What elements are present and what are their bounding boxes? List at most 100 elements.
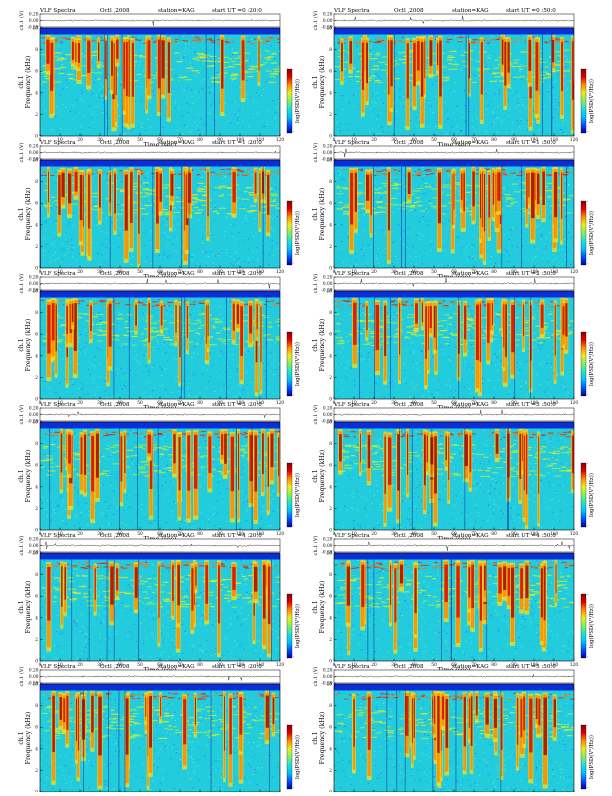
colorbar-tick-bottom: -	[587, 262, 589, 266]
x-tick-label: 50	[431, 270, 437, 275]
panel-title: VLF Spectra	[39, 402, 76, 408]
colorbar-tick-bottom: -	[293, 655, 295, 659]
panel-date: Octl ,2008	[394, 140, 424, 146]
y-tick-label: 2	[35, 507, 38, 512]
x-tick-label: 80	[491, 663, 497, 668]
y-tick-label: 8	[329, 442, 332, 447]
x-tick-label: 120	[570, 401, 578, 406]
y-axis-channel-label: ch.1	[312, 75, 319, 88]
colorbar-tick-top: -	[587, 68, 589, 72]
amplitude-axis-label: ch.1 (V)	[312, 143, 319, 163]
y-tick-label: 10	[327, 159, 333, 164]
x-tick-label: 20	[77, 663, 83, 668]
x-tick-label: 80	[491, 270, 497, 275]
panel-start-ut: start UT =5 :20:0	[212, 664, 262, 670]
colorbar-label: log(PSD(V²/Hz))	[588, 211, 595, 255]
panel-date: Octl ,2008	[394, 271, 424, 277]
spectrogram: 02468100102030405060708090100110120Time …	[312, 421, 580, 544]
y-tick-label: 4	[35, 485, 38, 490]
y-axis-channel-label: ch.1	[312, 600, 319, 613]
colorbar-label: log(PSD(V²/Hz))	[588, 473, 595, 517]
spectra-panel: VLF Spectra Octl ,2008 station=KAG start UT…	[18, 271, 301, 412]
colorbar-label: log(PSD(V²/Hz))	[294, 211, 301, 255]
colorbar-tick-top: -	[587, 724, 589, 728]
x-tick-label: 120	[276, 532, 284, 537]
x-tick-label: 50	[431, 138, 437, 143]
y-axis-label: Frequency (kHz)	[319, 712, 326, 765]
panel-station: station=KAG	[452, 271, 489, 277]
y-tick-label: 2	[329, 769, 332, 774]
x-tick-label: 50	[137, 138, 143, 143]
colorbar: --log(PSD(V²/Hz))	[581, 462, 595, 528]
panel-date: Octl ,2008	[100, 402, 130, 408]
amp-tick-label: 0.20	[323, 668, 333, 673]
y-tick-label: 8	[35, 180, 38, 185]
colorbar-tick-top: -	[293, 462, 295, 466]
colorbar-tick-top: -	[587, 593, 589, 597]
amplitude-axis-label: ch.1 (V)	[18, 536, 25, 556]
colorbar: --log(PSD(V²/Hz))	[287, 593, 301, 659]
y-tick-label: 10	[327, 290, 333, 295]
panel-station: station=KAG	[158, 8, 195, 14]
y-axis-channel-label: ch.1	[312, 731, 319, 744]
panel-title: VLF Spectra	[333, 271, 370, 277]
colorbar: --log(PSD(V²/Hz))	[581, 593, 595, 659]
amp-tick-label: 0.00	[29, 413, 39, 418]
y-tick-label: 10	[33, 27, 39, 32]
panel-title: VLF Spectra	[39, 271, 76, 277]
y-tick-label: 6	[329, 70, 332, 75]
colorbar-label: log(PSD(V²/Hz))	[294, 604, 301, 648]
amp-tick-label: 0.00	[29, 151, 39, 156]
colorbar-label: log(PSD(V²/Hz))	[294, 342, 301, 386]
x-tick-label: 120	[276, 401, 284, 406]
x-tick-label: 50	[137, 663, 143, 668]
colorbar-label: log(PSD(V²/Hz))	[294, 79, 301, 123]
amp-tick-label: 0.00	[29, 282, 39, 287]
amp-tick-label: 0.00	[323, 675, 333, 680]
panel-station: station=KAG	[158, 271, 195, 277]
colorbar-tick-bottom: -	[293, 393, 295, 397]
y-tick-label: 8	[329, 704, 332, 709]
y-tick-label: 10	[327, 683, 333, 688]
colorbar-tick-bottom: -	[587, 393, 589, 397]
amp-tick-label: 0.20	[29, 406, 39, 411]
x-tick-label: 20	[77, 401, 83, 406]
panel-station: station=KAG	[452, 664, 489, 670]
colorbar-tick-top: -	[587, 331, 589, 335]
colorbar-label: log(PSD(V²/Hz))	[588, 79, 595, 123]
y-tick-label: 8	[329, 311, 332, 316]
panel-station: station=KAG	[452, 402, 489, 408]
y-axis-label: Frequency (kHz)	[319, 319, 326, 372]
x-tick-label: 120	[276, 138, 284, 143]
x-tick-label: 80	[491, 138, 497, 143]
y-tick-label: 8	[35, 442, 38, 447]
x-tick-label: 20	[77, 532, 83, 537]
spectrogram: 02468100102030405060708090100110120Time …	[312, 290, 578, 413]
panel-date: Octl ,2008	[394, 402, 424, 408]
y-axis-label: Frequency (kHz)	[25, 188, 32, 241]
panel-title: VLF Spectra	[39, 8, 76, 14]
y-tick-label: 2	[35, 376, 38, 381]
y-tick-label: 4	[35, 616, 38, 621]
x-tick-label: 20	[371, 270, 377, 275]
y-tick-label: 10	[33, 421, 39, 426]
panel-station: station=KAG	[452, 140, 489, 146]
x-tick-label: 50	[431, 401, 437, 406]
y-tick-label: 6	[329, 726, 332, 731]
x-tick-label: 20	[371, 401, 377, 406]
panel-start-ut: start UT =0 :50:0	[506, 8, 556, 14]
panel-start-ut: start UT =0 :20:0	[212, 8, 262, 14]
y-tick-label: 10	[33, 159, 39, 164]
colorbar-tick-bottom: -	[293, 786, 295, 790]
panel-start-ut: start UT =3 :20:0	[212, 402, 262, 408]
colorbar: --log(PSD(V²/Hz))	[287, 331, 301, 397]
y-tick-label: 10	[33, 683, 39, 688]
colorbar-label: log(PSD(V²/Hz))	[588, 342, 595, 386]
